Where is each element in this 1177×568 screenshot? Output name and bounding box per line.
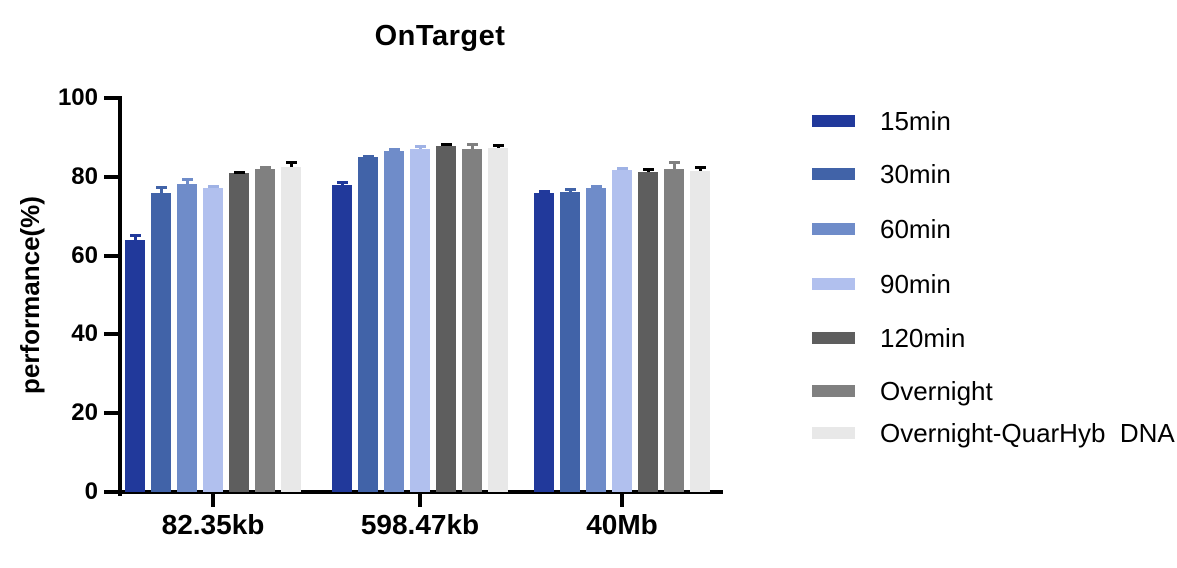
bar-30min-82.35kb <box>151 192 171 492</box>
bar-90min-82.35kb <box>203 187 223 492</box>
error-bar-cap <box>414 144 426 148</box>
x-axis-line <box>118 490 723 494</box>
error-bar-cap <box>642 168 654 172</box>
legend-label: 60min <box>880 214 951 244</box>
bar-90min-40Mb <box>612 169 632 492</box>
error-bar-cap <box>285 161 297 165</box>
error-bar-stem <box>470 143 474 149</box>
y-tick <box>104 96 118 100</box>
x-axis-label: 598.47kb <box>360 509 480 540</box>
legend-label: 120min <box>880 323 966 353</box>
legend-swatch-15min <box>812 115 855 127</box>
legend-swatch-60min <box>812 223 855 235</box>
y-tick-label: 80 <box>71 162 98 190</box>
error-bar-cap <box>668 161 680 165</box>
y-tick <box>104 174 118 179</box>
legend-swatch-overnight <box>812 385 855 397</box>
error-bar-stem <box>185 179 189 184</box>
error-bar-cap <box>388 148 400 152</box>
bar-overnight-quarhyb-dna-82.35kb <box>281 167 301 492</box>
bar-120min-82.35kb <box>229 172 249 492</box>
error-bar-stem <box>133 234 137 240</box>
bar-60min-40Mb <box>586 188 606 492</box>
y-tick-label: 40 <box>71 320 98 348</box>
error-bar-cap <box>233 170 245 174</box>
x-tick <box>418 494 422 507</box>
legend-label: Overnight <box>880 376 993 406</box>
legend-swatch-90min <box>812 278 855 290</box>
bar-15min-82.35kb <box>125 239 145 492</box>
bar-overnight-82.35kb <box>255 168 275 492</box>
bar-30min-598.47kb <box>358 157 378 492</box>
legend-label: 15min <box>880 106 951 136</box>
error-bar-stem <box>672 162 676 169</box>
x-tick <box>211 494 215 507</box>
y-axis-line <box>118 96 122 496</box>
bar-60min-82.35kb <box>177 183 197 492</box>
error-bar-cap <box>492 143 504 147</box>
chart-title: OnTarget <box>374 20 506 52</box>
x-axis-label: 82.35kb <box>161 509 265 540</box>
error-bar-cap <box>694 166 706 170</box>
bar-120min-40Mb <box>638 171 658 492</box>
legend-label: 30min <box>880 159 951 189</box>
error-bar-cap <box>538 190 550 194</box>
legend-label: Overnight-QuarHyb DNA <box>880 418 1175 448</box>
y-tick-label: 60 <box>71 241 98 269</box>
y-tick-label: 0 <box>84 478 98 505</box>
legend-swatch-120min <box>812 332 855 344</box>
bar-overnight-quarhyb-dna-598.47kb <box>488 148 508 492</box>
y-tick <box>104 411 118 416</box>
error-bar-cap <box>466 142 478 146</box>
x-axis-label: 40Mb <box>586 509 658 540</box>
y-tick <box>104 332 118 337</box>
bar-30min-40Mb <box>560 191 580 492</box>
error-bar-cap <box>129 233 141 237</box>
error-bar-stem <box>159 187 163 193</box>
error-bar-cap <box>259 165 271 169</box>
y-tick-label: 20 <box>71 399 98 427</box>
bar-15min-40Mb <box>534 193 554 492</box>
error-bar-cap <box>207 184 219 188</box>
legend-swatch-30min <box>812 168 855 180</box>
x-tick <box>620 494 624 507</box>
bar-90min-598.47kb <box>410 148 430 492</box>
bar-overnight-quarhyb-dna-40Mb <box>690 170 710 492</box>
y-tick <box>104 253 118 258</box>
bar-120min-598.47kb <box>436 146 456 492</box>
bar-overnight-40Mb <box>664 168 684 492</box>
legend-swatch-overnight-quarhyb-dna <box>812 427 855 439</box>
error-bar-cap <box>564 188 576 192</box>
error-bar-cap <box>155 186 167 190</box>
error-bar-cap <box>362 154 374 158</box>
error-bar-cap <box>336 181 348 185</box>
bar-60min-598.47kb <box>384 151 404 492</box>
error-bar-cap <box>616 167 628 171</box>
y-tick-label: 100 <box>57 84 98 111</box>
bar-15min-598.47kb <box>332 184 352 492</box>
y-tick <box>104 490 118 494</box>
error-bar-cap <box>181 178 193 182</box>
error-bar-cap <box>440 143 452 147</box>
bar-overnight-598.47kb <box>462 148 482 492</box>
error-bar-stem <box>289 162 293 168</box>
error-bar-cap <box>590 184 602 188</box>
legend-label: 90min <box>880 269 951 299</box>
